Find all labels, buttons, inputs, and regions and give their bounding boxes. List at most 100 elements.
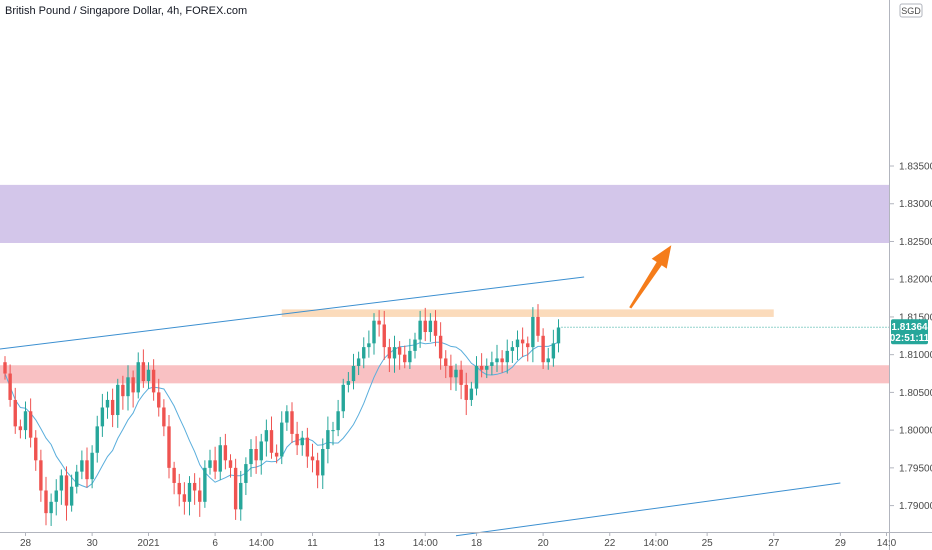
candle-body [85,460,89,480]
candle-body [80,460,84,472]
candle-body [213,460,217,472]
candle-body [69,486,74,506]
candle-body [362,347,366,359]
candle-body [505,350,509,363]
candle-body [444,358,448,366]
price-tick-label: 1.82500 [899,237,932,248]
candle-body [280,422,284,457]
candle-body [100,407,105,427]
candle-body [254,448,258,461]
candle-body [198,490,202,502]
candle-body [8,373,12,400]
purple-target-zone [0,184,889,243]
candle-body [551,343,556,359]
candle-body [295,433,299,446]
candle-body [541,335,545,363]
currency-badge[interactable]: SGD [899,3,923,18]
candle-body [449,365,453,378]
candle-body [510,347,515,351]
price-tick-label: 1.80000 [899,426,932,437]
candle-body [300,437,304,446]
candle-body [428,320,433,333]
candle-body [157,392,161,408]
candle-body [479,365,484,370]
candle-body [464,384,468,400]
price-tick-label: 1.82000 [899,275,932,286]
candle-body [418,320,422,340]
candle-body [136,362,140,393]
time-tick-label: 22 [604,538,616,549]
price-tick-label: 1.80500 [899,388,932,399]
time-tick-label: 28 [20,538,32,549]
price-tick-label: 1.79500 [899,463,932,474]
candle-body [382,324,386,348]
candle-body [326,430,330,449]
candle-body [500,358,504,363]
candle-body [23,411,28,431]
candle-body [151,369,156,393]
time-tick-label: 11 [307,538,318,549]
candle-body [95,426,99,453]
candle-body [167,426,171,468]
candle-body [310,456,315,461]
candle-body [172,467,176,483]
candle-body [321,448,325,476]
red-support-zone [0,365,889,384]
time-tick-label: 14:0 [877,538,897,549]
time-tick-label: 6 [212,538,218,549]
price-axis[interactable]: 1.83500 1.83000 1.82500 1.82000 1.81500 1.810… [889,162,932,513]
time-tick-label: 20 [538,538,550,549]
candle-body [177,482,181,495]
candle-body [556,327,561,344]
zone-layer [0,184,889,384]
candle-body [372,320,376,344]
candle-body [536,316,540,336]
candle-body [208,460,212,468]
candle-body [187,482,192,502]
candle-body [18,426,23,431]
candle-body [44,490,48,514]
candle-body [146,369,151,382]
price-tick-label: 1.79000 [899,501,932,512]
candle-body [182,494,187,502]
candle-body [459,369,463,385]
time-tick-label: 14:00 [413,538,438,549]
candle-body [392,347,397,359]
candle-body [39,460,43,491]
candle-body [249,448,253,465]
time-tick-label: 14:00 [643,538,668,549]
last-price-value: 1.81364 [891,322,928,333]
chart-title: British Pound / Singapore Dollar, 4h, FO… [5,5,247,17]
candle-body [387,347,392,359]
time-axis[interactable]: 28 30 2021 6 14:00 11 13 14:00 18 20 22 14:00 25 27 29… [20,532,897,550]
candle-body [433,320,438,336]
candle-body [531,316,535,348]
candle-body [34,437,38,461]
candle-body [351,365,356,382]
candle-body [105,399,110,408]
price-tick-label: 1.81000 [899,350,932,361]
candle-body [264,430,269,442]
candle-body [3,362,7,374]
candle-body [162,407,166,427]
candle-body [485,365,489,370]
time-tick-label: 27 [768,538,780,549]
candle-body [259,441,263,461]
candle-body [408,350,412,363]
candle-body [13,399,17,427]
candle-body [526,343,530,348]
last-price-badge-box [891,319,928,345]
candle-body [403,354,407,363]
time-tick-label: 25 [702,538,714,549]
time-tick-label: 14:00 [249,538,274,549]
candle-body [515,339,520,348]
candle-body [397,347,402,355]
candle-body [285,411,289,423]
candle-body [269,430,274,453]
candle-body [90,452,94,480]
orange-resistance-zone [281,309,774,317]
candle-body [203,467,207,502]
